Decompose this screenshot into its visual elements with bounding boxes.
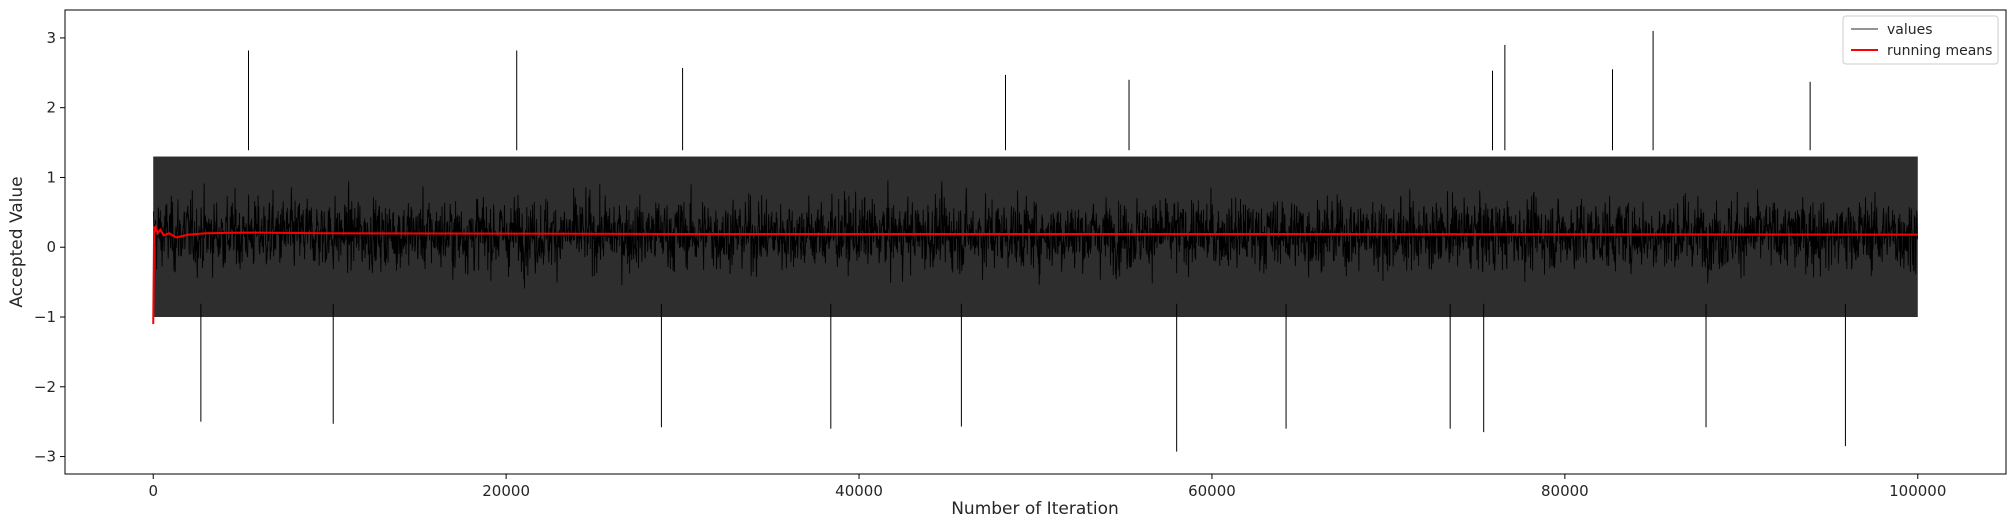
y-tick-label: 2 (46, 99, 56, 117)
x-axis-label: Number of Iteration (951, 499, 1119, 519)
y-tick-label: −2 (34, 378, 56, 396)
x-tick-label: 40000 (835, 482, 883, 500)
values-trace-group (152, 30, 1919, 452)
y-axis-label: Accepted Value (7, 176, 27, 307)
plot-area (64, 9, 2007, 475)
axes-frame (64, 9, 2007, 475)
x-tick-label: 100000 (1889, 482, 1946, 500)
x-tick-label: 20000 (482, 482, 530, 500)
running-means-line (152, 223, 1918, 324)
x-axis-ticks: 0 20000 40000 60000 80000 100000 (148, 474, 1946, 500)
y-tick-label: 3 (46, 29, 56, 47)
y-tick-label: −3 (34, 448, 56, 466)
legend-box (1842, 15, 1999, 65)
x-tick-label: 0 (148, 482, 158, 500)
legend-values-label: values (1887, 22, 1933, 38)
y-tick-label: −1 (34, 308, 56, 326)
legend: values running means (1842, 15, 1999, 65)
x-tick-label: 80000 (1541, 482, 1589, 500)
legend-running-means-label: running means (1887, 43, 1992, 59)
y-axis-ticks: −3 −2 −1 0 1 2 3 (34, 29, 65, 466)
running-means-group (152, 223, 1918, 324)
x-tick-label: 60000 (1188, 482, 1236, 500)
y-tick-label: 1 (46, 168, 56, 186)
y-tick-label: 0 (46, 238, 56, 256)
values-dense-band (153, 156, 1918, 318)
